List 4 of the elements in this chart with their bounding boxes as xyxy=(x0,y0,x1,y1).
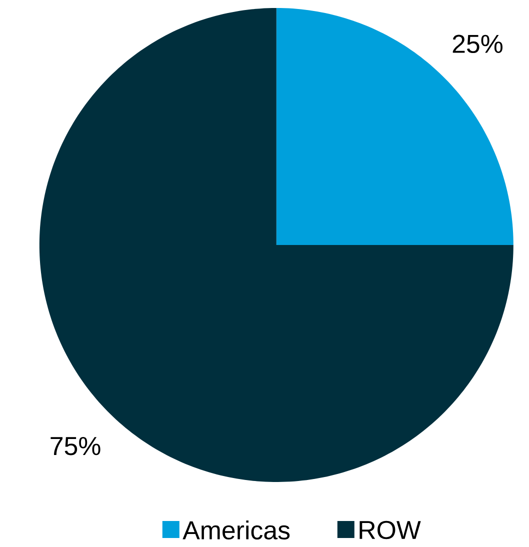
data-label: 75% xyxy=(50,436,100,456)
legend-label: ROW xyxy=(360,520,421,540)
legend-label: Americas xyxy=(182,520,290,540)
data-label: 25% xyxy=(452,34,502,54)
